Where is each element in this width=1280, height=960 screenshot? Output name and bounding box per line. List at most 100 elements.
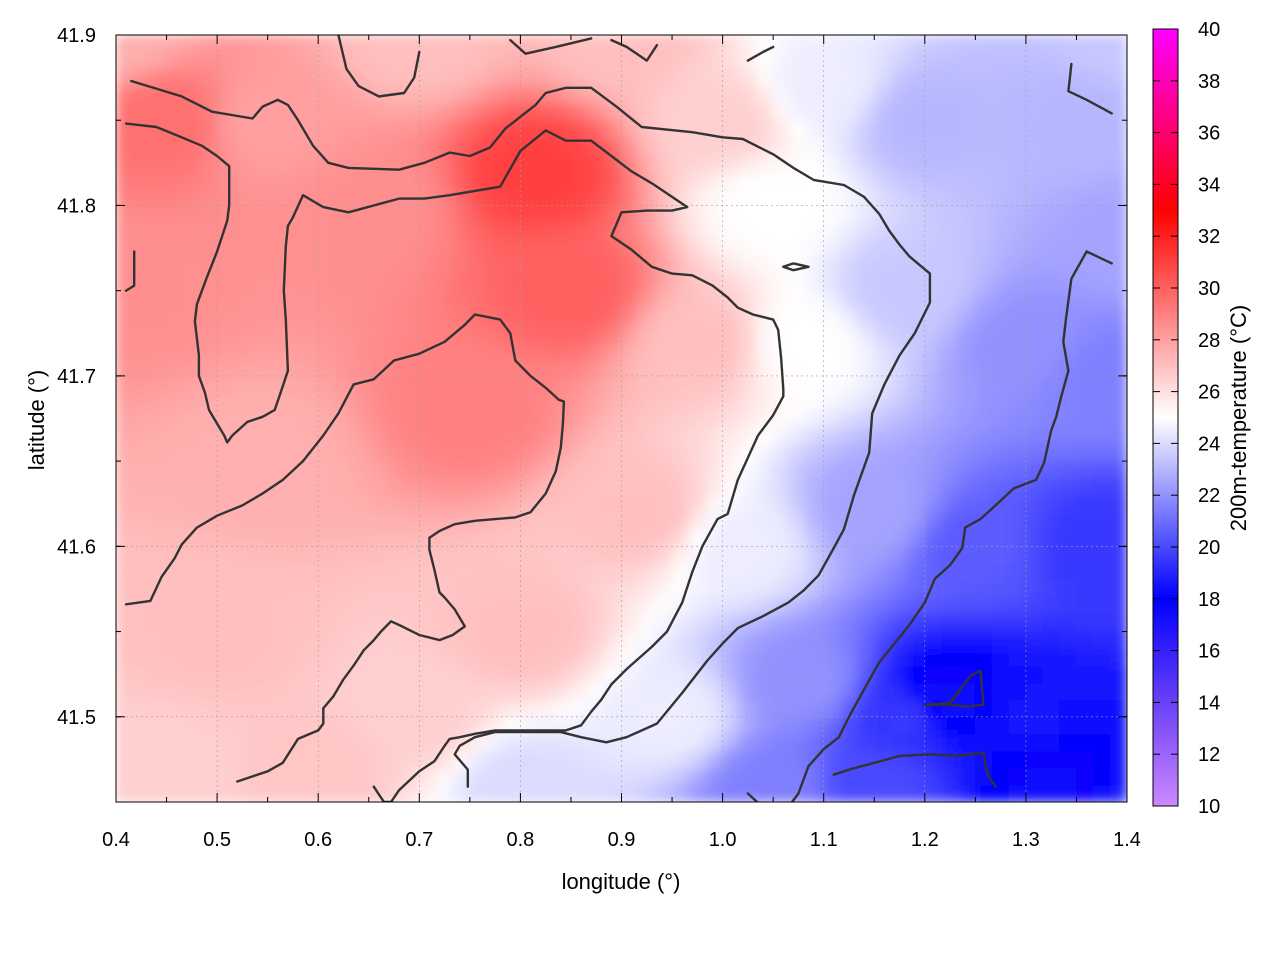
heatmap-cell — [503, 784, 521, 802]
heatmap-cell — [1059, 187, 1077, 206]
heatmap-cell — [991, 170, 1010, 189]
heatmap-cell — [755, 631, 774, 650]
heatmap-cell — [149, 51, 168, 70]
heatmap-cell — [941, 341, 959, 360]
heatmap-cell — [216, 443, 235, 462]
heatmap-cell — [116, 239, 134, 258]
heatmap-cell — [452, 631, 471, 650]
heatmap-cell — [890, 477, 909, 496]
heatmap-cell — [452, 511, 471, 530]
heatmap-cell — [233, 460, 252, 479]
heatmap-cell — [519, 733, 538, 752]
heatmap-cell — [435, 341, 454, 360]
heatmap-cell — [890, 528, 909, 547]
heatmap-cell — [1042, 648, 1061, 667]
heatmap-cell — [604, 716, 622, 735]
heatmap-cell — [536, 273, 555, 292]
heatmap-cell — [873, 153, 892, 172]
heatmap-cell — [503, 631, 521, 650]
heatmap-cell — [216, 324, 235, 343]
heatmap-cell — [755, 375, 774, 394]
heatmap-cell — [1059, 443, 1077, 462]
heatmap-cell — [621, 187, 639, 206]
heatmap-cell — [738, 170, 757, 189]
heatmap-cell — [503, 68, 521, 87]
heatmap-cell — [890, 204, 909, 223]
heatmap-cell — [705, 477, 724, 496]
heatmap-cell — [974, 682, 993, 701]
heatmap-cell — [755, 477, 774, 496]
heatmap-cell — [351, 68, 370, 87]
heatmap-cell — [435, 767, 454, 786]
heatmap-cell — [1092, 716, 1111, 735]
heatmap-cell — [991, 665, 1010, 684]
heatmap-cell — [604, 273, 622, 292]
heatmap-cell — [991, 699, 1010, 718]
heatmap-cell — [385, 767, 403, 786]
heatmap-cell — [856, 204, 875, 223]
heatmap-cell — [1042, 784, 1061, 802]
heatmap-cell — [385, 716, 403, 735]
heatmap-cell — [840, 426, 858, 445]
x-tick-label: 0.9 — [608, 829, 636, 851]
heatmap-cell — [671, 392, 690, 411]
heatmap-cell — [637, 784, 656, 802]
heatmap-cell — [1059, 51, 1077, 70]
heatmap-cell — [587, 665, 606, 684]
y-tick-label: 41.6 — [57, 536, 96, 558]
heatmap-cell — [284, 85, 302, 104]
heatmap-cell — [553, 221, 572, 241]
heatmap-cell — [840, 204, 858, 223]
heatmap-cell — [1109, 733, 1127, 752]
heatmap-cell — [132, 733, 151, 752]
heatmap-cell — [166, 716, 184, 735]
heatmap-cell — [1008, 221, 1027, 241]
heatmap-cell — [587, 290, 606, 309]
heatmap-cell — [873, 596, 892, 616]
heatmap-cell — [570, 221, 589, 241]
heatmap-cell — [789, 562, 808, 581]
heatmap-cell — [199, 648, 218, 667]
heatmap-cell — [233, 204, 252, 223]
heatmap-cell — [149, 187, 168, 206]
heatmap-cell — [199, 614, 218, 633]
heatmap-cell — [1059, 682, 1077, 701]
heatmap-cell — [738, 239, 757, 258]
heatmap-cell — [536, 545, 555, 564]
heatmap-cell — [738, 273, 757, 292]
heatmap-cell — [1092, 460, 1111, 479]
heatmap-cell — [1109, 699, 1127, 718]
heatmap-cell — [182, 51, 201, 70]
heatmap-cell — [132, 256, 151, 275]
heatmap-cell — [772, 68, 791, 87]
heatmap-cell — [267, 51, 285, 70]
heatmap-cell — [132, 341, 151, 360]
heatmap-cell — [401, 409, 420, 428]
heatmap-cell — [199, 358, 218, 377]
heatmap-cell — [924, 51, 943, 70]
heatmap-cell — [284, 68, 302, 87]
heatmap-cell — [789, 119, 808, 138]
heatmap-cell — [671, 682, 690, 701]
heatmap-cell — [941, 358, 959, 377]
heatmap-cell — [267, 511, 285, 530]
heatmap-cell — [452, 256, 471, 275]
heatmap-cell — [1008, 631, 1027, 650]
heatmap-cell — [1025, 290, 1044, 309]
heatmap-cell — [334, 648, 353, 667]
y-tick-label: 41.7 — [57, 366, 96, 388]
heatmap-cell — [317, 136, 336, 155]
heatmap-cell — [503, 648, 521, 667]
heatmap-cell — [250, 392, 269, 411]
heatmap-cell — [924, 358, 943, 377]
heatmap-cell — [1042, 136, 1061, 155]
heatmap-cell — [1025, 273, 1044, 292]
heatmap-cell — [418, 665, 437, 684]
heatmap-cell — [772, 170, 791, 189]
heatmap-cell — [486, 170, 505, 189]
heatmap-cell — [974, 528, 993, 547]
heatmap-cell — [519, 494, 538, 513]
heatmap-cell — [772, 375, 791, 394]
heatmap-cell — [368, 307, 387, 326]
heatmap-cell — [116, 528, 134, 547]
